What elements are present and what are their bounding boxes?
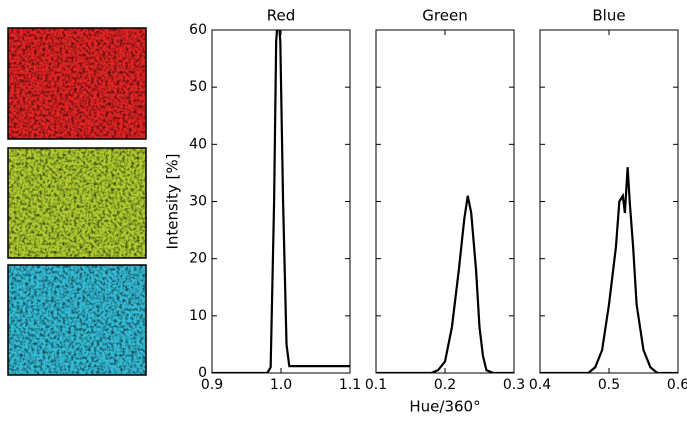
green-sample bbox=[7, 147, 147, 259]
x-tick-label: 0.6 bbox=[667, 377, 687, 393]
x-tick-label: 0.9 bbox=[201, 377, 223, 393]
x-tick-label: 0.2 bbox=[434, 377, 456, 393]
y-tick-label: 40 bbox=[189, 136, 207, 152]
hue-curve bbox=[212, 30, 350, 373]
red-sample bbox=[7, 27, 147, 140]
y-tick-label: 60 bbox=[189, 22, 207, 38]
y-axis-label: Intensity [%] bbox=[164, 153, 182, 249]
hue-curve bbox=[540, 167, 678, 373]
x-tick-label: 0.3 bbox=[503, 377, 525, 393]
hue-curve bbox=[376, 195, 514, 373]
y-tick-label: 0 bbox=[198, 365, 207, 381]
x-tick-label: 0.5 bbox=[598, 377, 620, 393]
y-tick-label: 20 bbox=[189, 251, 207, 267]
x-tick-label: 0.4 bbox=[529, 377, 551, 393]
y-tick-label: 30 bbox=[189, 194, 207, 210]
plot-frame bbox=[211, 29, 351, 374]
panel-title: Green bbox=[422, 7, 467, 25]
x-tick-label: 0.1 bbox=[365, 377, 387, 393]
y-tick-label: 50 bbox=[189, 79, 207, 95]
blue-sample bbox=[7, 264, 147, 376]
plot-frame bbox=[375, 29, 515, 374]
y-tick-label: 10 bbox=[189, 308, 207, 324]
x-axis-label: Hue/360° bbox=[409, 398, 480, 416]
x-tick-label: 1.0 bbox=[270, 377, 292, 393]
x-tick-label: 1.1 bbox=[339, 377, 361, 393]
plot-frame bbox=[539, 29, 679, 374]
panel-title: Blue bbox=[592, 7, 625, 25]
panel-title: Red bbox=[267, 7, 296, 25]
